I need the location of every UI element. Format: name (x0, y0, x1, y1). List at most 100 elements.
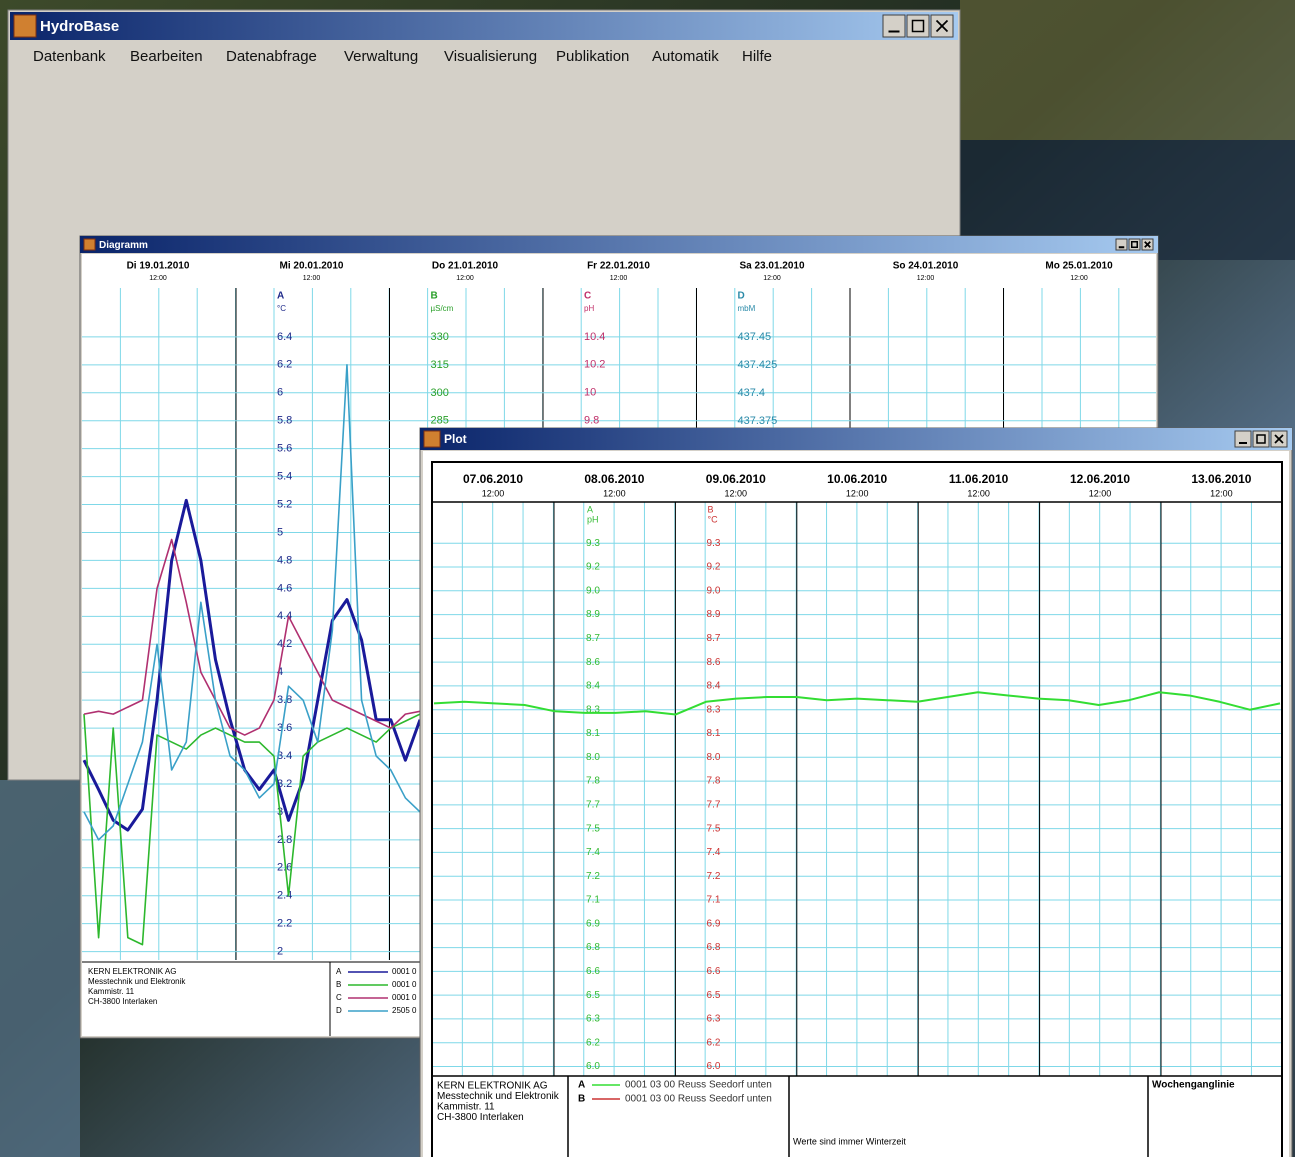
y-tick-label: 7.4 (707, 847, 721, 858)
maximize-button[interactable] (1129, 239, 1140, 250)
minimize-button-face[interactable] (1116, 239, 1127, 250)
wallpaper-water (0, 780, 80, 1157)
y-tick-label: 5.8 (277, 415, 292, 427)
axis-name: D (738, 291, 745, 302)
footer-title: Wochenganglinie (1152, 1080, 1235, 1091)
y-tick-label: 6.6 (586, 966, 600, 977)
maximize-button-face[interactable] (907, 15, 929, 37)
maximize-button-face[interactable] (1129, 239, 1140, 250)
y-tick-label: 8.7 (586, 633, 600, 644)
minimize-button[interactable] (883, 15, 905, 37)
legend-letter: A (336, 967, 342, 976)
y-tick-label: 8.0 (586, 752, 600, 763)
page: HydroBase Datenbank Bearbeiten Datenabfrage… (0, 0, 1295, 1157)
minimize-button-face[interactable] (1235, 431, 1251, 447)
axis-name: C (584, 291, 591, 302)
menu-item[interactable]: Publikation (556, 48, 629, 65)
close-button[interactable] (1142, 239, 1153, 250)
time-label: 12:00 (846, 488, 869, 498)
y-tick-label: 8.4 (707, 681, 721, 692)
footer-note: Werte sind immer Winterzeit (793, 1136, 906, 1146)
y-tick-label: 7.5 (707, 823, 721, 834)
y-tick-label: 9.8 (584, 415, 599, 427)
menu-item[interactable]: Bearbeiten (130, 48, 203, 65)
y-tick-label: 2.8 (277, 834, 292, 846)
y-tick-label: 10.4 (584, 331, 605, 343)
y-tick-label: 7.2 (586, 871, 600, 882)
y-tick-label: 9.0 (707, 585, 721, 596)
y-tick-label: 8.6 (586, 657, 600, 668)
company-line: CH-3800 Interlaken (437, 1112, 524, 1123)
y-tick-label: 7.5 (586, 823, 600, 834)
time-label: 12:00 (917, 275, 935, 282)
menu-item[interactable]: Visualisierung (444, 48, 537, 65)
window-icon (84, 239, 95, 250)
y-tick-label: 6.9 (586, 918, 600, 929)
menu-item[interactable]: Automatik (652, 48, 719, 65)
y-tick-label: 9.0 (586, 585, 600, 596)
window-icon (424, 431, 440, 447)
y-tick-label: 8.7 (707, 633, 721, 644)
legend-letter: B (578, 1094, 585, 1105)
axis-name: A (587, 504, 593, 514)
day-label: Do 21.01.2010 (432, 261, 499, 272)
legend-letter: D (336, 1006, 342, 1015)
y-tick-label: 7.7 (586, 799, 600, 810)
y-tick-label: 437.425 (738, 359, 778, 371)
window-icon (14, 15, 36, 37)
window-title: Plot (444, 432, 467, 446)
company-line: Messtechnik und Elektronik (437, 1091, 560, 1102)
menu-item[interactable]: Hilfe (742, 48, 772, 65)
axis-unit: pH (584, 304, 594, 313)
wallpaper-trees (960, 0, 1295, 140)
y-tick-label: 8.0 (707, 752, 721, 763)
minimize-button-face[interactable] (883, 15, 905, 37)
legend-letter: A (578, 1080, 585, 1091)
close-button[interactable] (1271, 431, 1287, 447)
time-label: 12:00 (967, 488, 990, 498)
y-tick-label: 6.8 (586, 942, 600, 953)
day-label: Mo 25.01.2010 (1045, 261, 1113, 272)
y-tick-label: 6.2 (707, 1037, 721, 1048)
day-label: 07.06.2010 (463, 472, 523, 486)
time-label: 12:00 (303, 275, 321, 282)
y-tick-label: 5 (277, 526, 283, 538)
maximize-button[interactable] (1253, 431, 1269, 447)
legend-text: 0001 03 00 Reuss Seedorf unten (625, 1080, 772, 1091)
day-label: So 24.01.2010 (893, 261, 959, 272)
time-label: 12:00 (725, 488, 748, 498)
y-tick-label: 6.5 (586, 990, 600, 1001)
menu-item[interactable]: Verwaltung (344, 48, 418, 65)
legend-text: 0001 0 (392, 980, 417, 989)
day-label: Mi 20.01.2010 (280, 261, 344, 272)
maximize-button[interactable] (907, 15, 929, 37)
y-tick-label: 5.6 (277, 443, 292, 455)
title-bar (420, 428, 1292, 450)
axis-name: B (708, 504, 714, 514)
company-line: Kammistr. 11 (88, 987, 135, 996)
menu-item[interactable]: Datenabfrage (226, 48, 317, 65)
y-tick-label: 6.9 (707, 918, 721, 929)
title-bar (10, 12, 958, 40)
legend-text: 0001 03 00 Reuss Seedorf unten (625, 1094, 772, 1105)
axis-unit: pH (587, 514, 599, 524)
legend-letter: B (336, 980, 341, 989)
window-title: HydroBase (40, 18, 119, 35)
day-label: 11.06.2010 (949, 472, 1009, 486)
y-tick-label: 9.3 (586, 538, 600, 549)
time-label: 12:00 (610, 275, 628, 282)
y-tick-label: 6.3 (707, 1014, 721, 1025)
y-tick-label: 6.8 (707, 942, 721, 953)
y-tick-label: 437.45 (738, 331, 772, 343)
minimize-button[interactable] (1235, 431, 1251, 447)
day-label: Sa 23.01.2010 (739, 261, 804, 272)
y-tick-label: 7.1 (707, 895, 721, 906)
day-label: 12.06.2010 (1070, 472, 1130, 486)
close-button[interactable] (931, 15, 953, 37)
desktop: HydroBase Datenbank Bearbeiten Datenabfrage… (0, 0, 1295, 1157)
maximize-button-face[interactable] (1253, 431, 1269, 447)
y-tick-label: 6.4 (277, 331, 292, 343)
menu-item[interactable]: Datenbank (33, 48, 106, 65)
minimize-button[interactable] (1116, 239, 1127, 250)
day-label: Di 19.01.2010 (127, 261, 190, 272)
